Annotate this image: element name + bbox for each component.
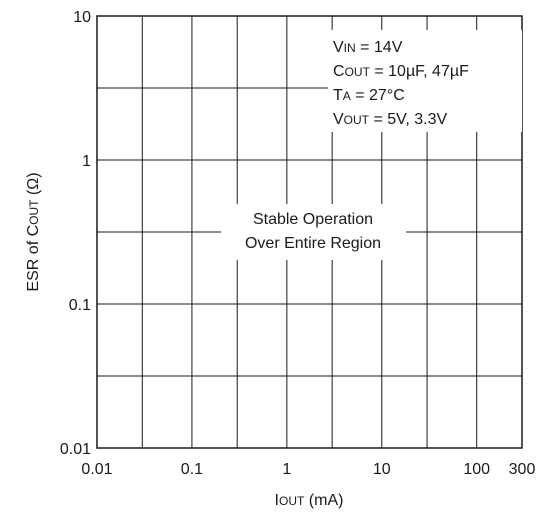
condition-line: VOUT = 5V, 3.3V bbox=[333, 111, 447, 128]
x-tick-label: 300 bbox=[509, 461, 536, 478]
y-tick-label: 10 bbox=[73, 9, 91, 26]
condition-line: COUT = 10µF, 47µF bbox=[333, 63, 469, 80]
region-label-line-2: Over Entire Region bbox=[245, 235, 381, 252]
x-axis-title: IOUT (mA) bbox=[275, 492, 344, 509]
y-tick-label: 1 bbox=[82, 153, 91, 170]
region-label-box bbox=[221, 204, 406, 260]
x-tick-label: 0.1 bbox=[181, 461, 203, 478]
conditions-box bbox=[328, 30, 522, 132]
y-tick-label: 0.01 bbox=[60, 441, 91, 458]
y-axis-title: ESR of COUT (Ω) bbox=[25, 172, 42, 291]
x-tick-label: 100 bbox=[463, 461, 490, 478]
region-label-line-1: Stable Operation bbox=[253, 211, 373, 228]
condition-line: VIN = 14V bbox=[333, 39, 403, 56]
x-tick-label: 1 bbox=[282, 461, 291, 478]
x-tick-label: 0.01 bbox=[81, 461, 112, 478]
x-tick-label: 10 bbox=[373, 461, 391, 478]
y-tick-label: 0.1 bbox=[69, 297, 91, 314]
plot-frame bbox=[96, 15, 523, 449]
test-conditions: VIN = 14V COUT = 10µF, 47µF TA = 27°C VOUT … bbox=[333, 39, 469, 128]
tick-labels: 0.01 0.1 1 10 100 300 0.01 0.1 1 10 bbox=[60, 9, 536, 478]
condition-line: TA = 27°C bbox=[333, 87, 405, 104]
